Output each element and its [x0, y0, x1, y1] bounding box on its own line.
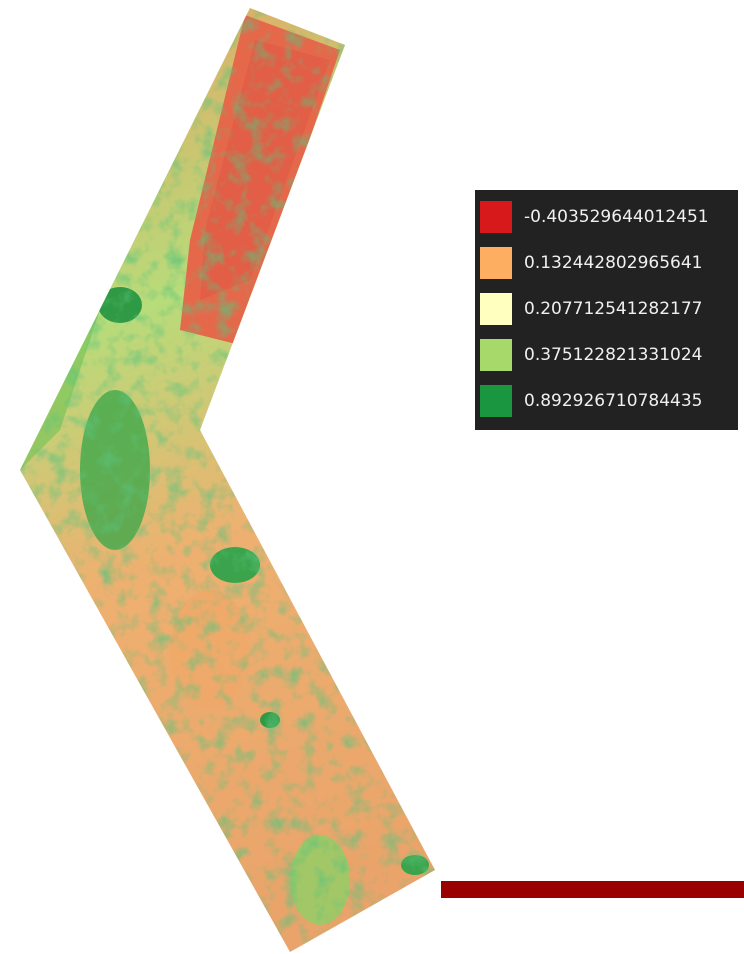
legend-swatch — [480, 293, 512, 325]
legend-label: 0.375122821331024 — [524, 345, 702, 365]
legend-swatch — [480, 385, 512, 417]
legend-item: 0.132442802965641 — [480, 240, 733, 286]
legend-label: 0.132442802965641 — [524, 253, 702, 273]
page: {"legend": {"items": [ {"label": "-0.403… — [0, 0, 744, 954]
scale-bar — [441, 881, 744, 898]
legend-item: -0.403529644012451 — [480, 194, 733, 240]
raster — [0, 0, 744, 954]
legend-swatch — [480, 201, 512, 233]
legend-label: 0.892926710784435 — [524, 391, 702, 411]
raster-map — [0, 0, 744, 954]
legend-swatch — [480, 339, 512, 371]
legend: -0.403529644012451 0.132442802965641 0.207… — [475, 190, 738, 430]
legend-item: 0.375122821331024 — [480, 332, 733, 378]
legend-item: 0.892926710784435 — [480, 378, 733, 424]
legend-label: -0.403529644012451 — [524, 207, 709, 227]
legend-label: 0.207712541282177 — [524, 299, 702, 319]
legend-item: 0.207712541282177 — [480, 286, 733, 332]
legend-swatch — [480, 247, 512, 279]
